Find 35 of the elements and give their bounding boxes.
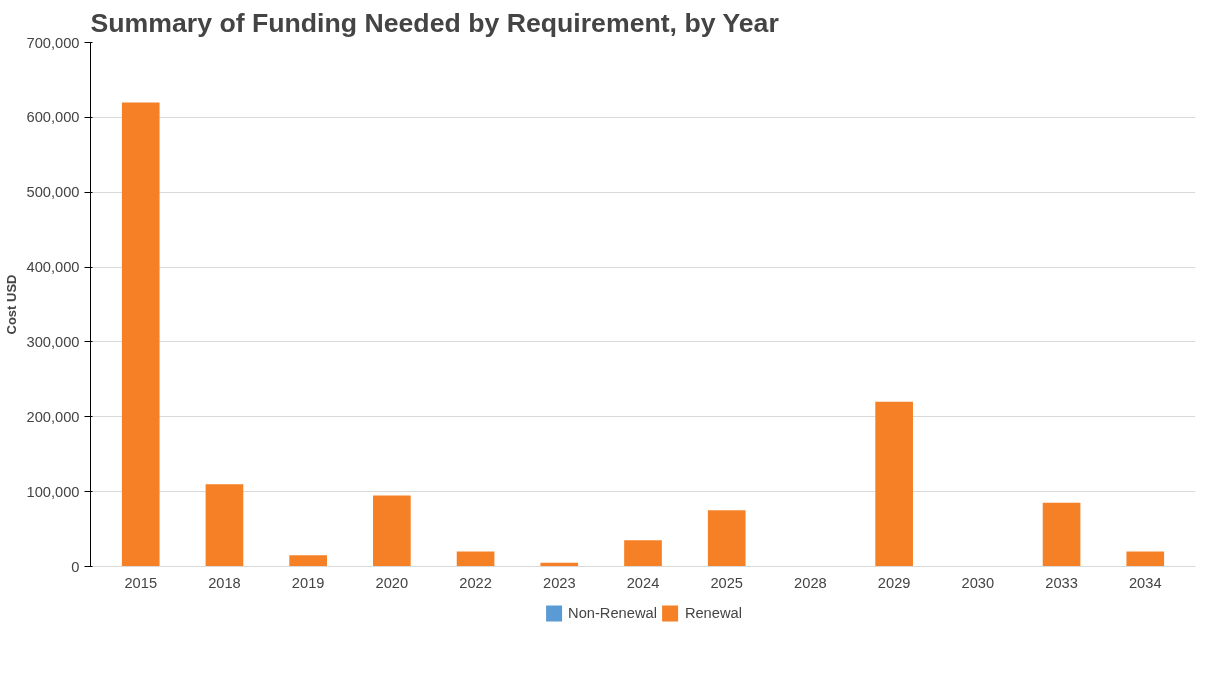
- x-tick-label: 2022: [459, 574, 492, 591]
- bar: [1042, 502, 1081, 567]
- bar: [289, 555, 327, 567]
- bar: [875, 401, 913, 567]
- y-tick-label: 500,000: [26, 184, 80, 201]
- bar: [707, 510, 746, 567]
- chart-title: Summary of Funding Needed by Requirement, by Year: [90, 7, 779, 38]
- y-axis-title: Cost USD: [3, 274, 19, 335]
- y-tick-label: 200,000: [26, 408, 80, 425]
- x-tick-label: 2034: [1128, 574, 1162, 591]
- bar: [205, 484, 244, 567]
- y-tick-label: 700,000: [26, 34, 80, 51]
- x-tick-label: 2028: [794, 574, 827, 591]
- x-tick-label: 2024: [626, 574, 660, 591]
- legend-label: Renewal: [684, 604, 742, 621]
- x-tick-label: 2020: [375, 574, 409, 591]
- x-tick-label: 2029: [877, 574, 911, 591]
- bar: [624, 540, 662, 567]
- y-tick-label: 400,000: [26, 259, 80, 276]
- x-tick-label: 2033: [1045, 574, 1078, 591]
- x-tick-label: 2030: [961, 574, 995, 591]
- y-tick-label: 0: [71, 558, 80, 575]
- x-tick-label: 2019: [291, 574, 325, 591]
- bar: [1126, 551, 1165, 567]
- x-tick-label: 2023: [542, 574, 576, 591]
- x-tick-label: 2018: [208, 574, 241, 591]
- bar: [121, 102, 160, 567]
- bar: [373, 495, 411, 567]
- y-tick-label: 300,000: [26, 333, 80, 350]
- x-tick-label: 2025: [710, 574, 744, 591]
- y-tick-label: 100,000: [26, 483, 80, 500]
- y-tick-label: 600,000: [26, 109, 80, 126]
- bar: [456, 551, 495, 567]
- legend-label: Non-Renewal: [568, 604, 657, 621]
- x-tick-label: 2015: [124, 574, 158, 591]
